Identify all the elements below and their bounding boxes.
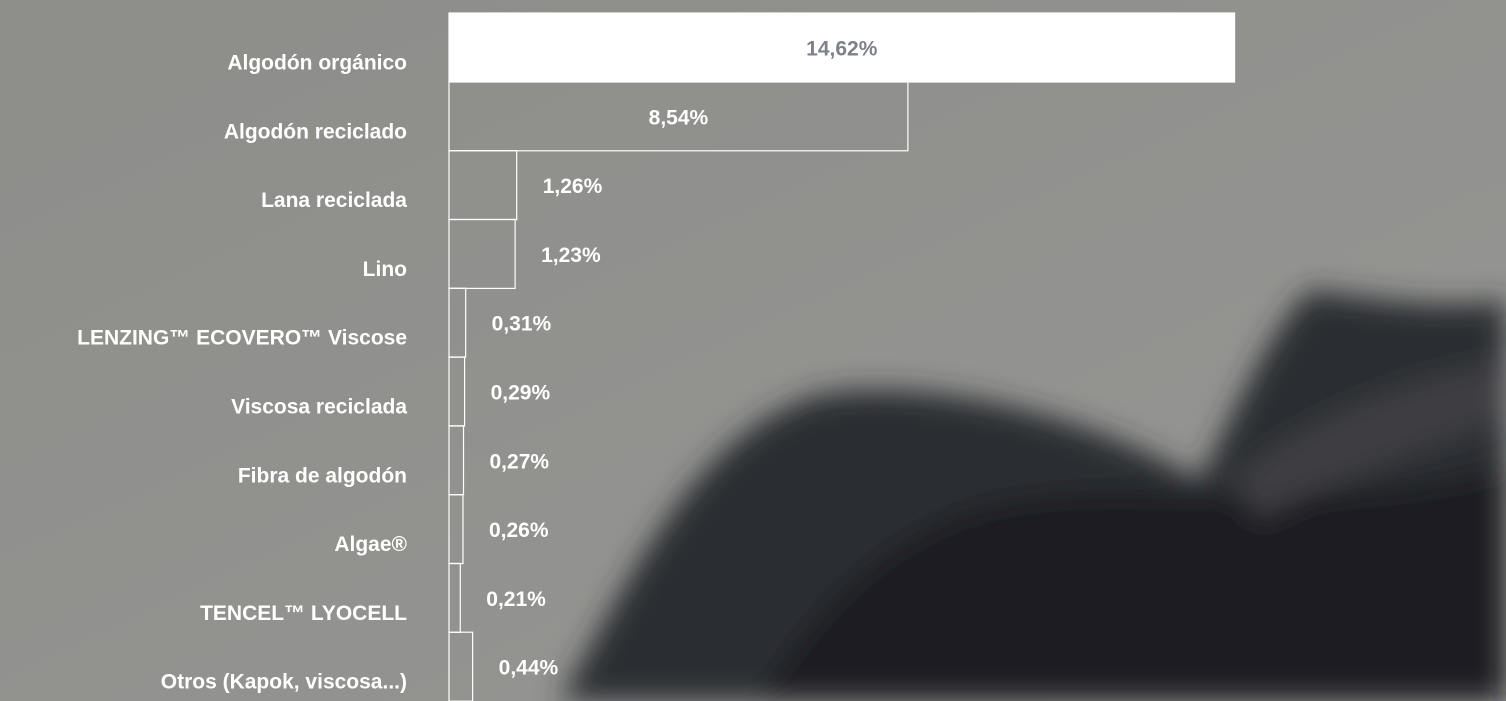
category-label: Lana reciclada	[261, 189, 407, 212]
category-label: TENCEL™ LYOCELL	[200, 602, 407, 625]
value-label: 14,62%	[806, 38, 878, 61]
category-label: Algae®	[334, 533, 407, 556]
value-label: 8,54%	[649, 106, 709, 129]
category-label: Fibra de algodón	[238, 464, 407, 487]
value-label: 0,29%	[491, 382, 551, 405]
value-label: 0,21%	[486, 588, 546, 611]
category-label: Otros (Kapok, viscosa...)	[161, 671, 407, 694]
value-label: 0,31%	[492, 313, 552, 336]
value-label: 0,44%	[499, 657, 559, 680]
value-label: 1,23%	[541, 244, 601, 267]
category-label: Viscosa reciclada	[231, 396, 407, 419]
chart: Algodón orgánico 14,62% Algodón reciclado 8…	[0, 0, 1506, 701]
page: Algodón orgánico 14,62% Algodón reciclado 8…	[0, 0, 1506, 701]
category-label: Lino	[363, 258, 407, 281]
category-label: LENZING™ ECOVERO™ Viscose	[77, 327, 407, 350]
category-label: Algodón orgánico	[227, 52, 407, 75]
value-label: 0,27%	[490, 450, 550, 473]
value-label: 0,26%	[489, 519, 549, 542]
value-label: 1,26%	[543, 175, 603, 198]
category-label: Algodón reciclado	[224, 120, 407, 143]
